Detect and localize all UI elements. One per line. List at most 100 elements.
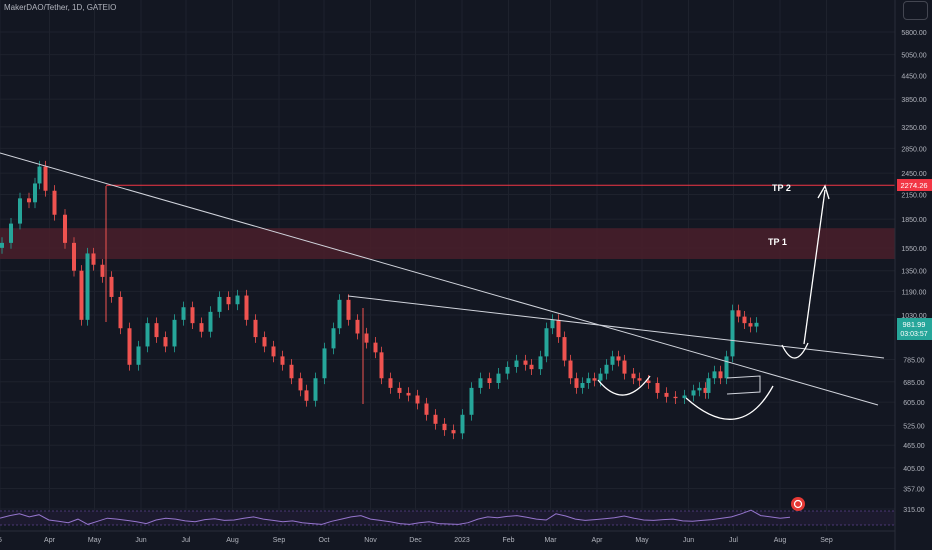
handle-box (726, 375, 761, 395)
candle-body (664, 392, 669, 397)
rsi-line (0, 509, 791, 525)
y-axis[interactable]: 5800.00 5050.00 4450.00 3850.00 3250.00 2850.… (894, 0, 927, 550)
candle-body (346, 299, 351, 320)
candle-body (469, 387, 474, 415)
candle-body (424, 403, 429, 415)
candle-body (33, 183, 37, 203)
candle-body (154, 323, 159, 338)
indicator-badge-icon[interactable] (791, 497, 805, 511)
candle-body (397, 387, 402, 393)
y-tick-label: 1350.00 (901, 269, 926, 276)
candle-body (487, 378, 492, 383)
candle-body (637, 378, 642, 381)
candle-body (622, 360, 627, 374)
candle-body (136, 346, 141, 365)
x-tick-label: Aug (774, 537, 787, 544)
candle-body (181, 307, 186, 320)
candle-body (37, 166, 42, 184)
candle-body (85, 253, 90, 320)
x-tick-label: Sep (273, 537, 286, 544)
candle-body (313, 378, 318, 401)
x-tick-label: Dec (409, 537, 422, 544)
candle-body (109, 276, 114, 297)
candle-body (631, 373, 636, 379)
candle-body (616, 356, 621, 361)
candle-body (199, 323, 204, 332)
cup-curve-small-left (597, 375, 651, 396)
candle-body (18, 198, 22, 224)
y-tick-label: 1550.00 (901, 246, 926, 253)
y-tick-label: 5050.00 (901, 53, 926, 60)
candle-body (646, 380, 651, 383)
candle-body (244, 295, 249, 320)
tp2-label: TP 2 (772, 183, 791, 193)
candle-body (712, 371, 717, 379)
candle-body (562, 337, 567, 361)
x-tick-label: May (635, 537, 649, 544)
candle-body (322, 348, 327, 379)
descending-trendline[interactable] (0, 152, 879, 406)
x-tick-label: Apr (44, 537, 56, 544)
y-tick-label: 685.00 (903, 380, 925, 387)
candle-body (298, 378, 303, 391)
settings-button[interactable] (903, 1, 928, 20)
y-tick-label: 465.00 (903, 443, 925, 450)
candle-body (337, 299, 342, 329)
candle-body (72, 242, 76, 271)
candle-body (523, 360, 528, 365)
y-tick-label: 4450.00 (901, 73, 926, 80)
candle-body (598, 373, 603, 381)
candle-body (691, 390, 696, 396)
candle-body (163, 337, 168, 347)
cup-curve-large (685, 385, 774, 420)
y-tick-label: 2450.00 (901, 171, 926, 178)
candle-body (406, 392, 411, 396)
candle-body (703, 387, 708, 393)
x-tick-label: Oct (319, 537, 330, 544)
x-tick-label: May (88, 537, 102, 544)
candle-body (673, 396, 678, 399)
candle-body (52, 190, 57, 215)
candle-body (91, 253, 96, 265)
candle-body (226, 296, 231, 305)
rsi-band (0, 511, 895, 525)
candle-body (754, 322, 759, 327)
projection-arrow (803, 189, 826, 345)
y-tick-label: 3850.00 (901, 97, 926, 104)
x-tick-label: Apr (592, 537, 604, 544)
tp2-price-tag: 2274.26 (897, 179, 932, 191)
candle-body (63, 214, 67, 243)
candle-body (331, 328, 336, 349)
y-tick-label: 1190.00 (902, 289, 927, 296)
candle-body (127, 328, 132, 365)
candle-body (529, 364, 534, 370)
candle-body (730, 310, 735, 357)
candle-body (145, 323, 150, 347)
candle-body (27, 198, 31, 203)
candle-body (496, 373, 501, 383)
candle-body (451, 430, 456, 434)
x-axis[interactable]: 5 Apr May Jun Jul Aug Sep Oct Nov Dec 2023 Feb Mar Ap… (0, 530, 895, 544)
candle-body (655, 382, 660, 393)
candle-body (538, 356, 543, 370)
tp2-price-value: 2274.26 (900, 181, 927, 190)
resistance-trendline[interactable] (347, 295, 885, 359)
candle-body (742, 316, 747, 324)
current-price-value: 981.99 (903, 320, 926, 329)
candle-body (280, 356, 285, 365)
x-tick-label: Mar (544, 537, 557, 544)
drawings (0, 152, 885, 420)
candle-body (682, 395, 687, 399)
tp1-label: TP 1 (768, 237, 787, 247)
candle-body (550, 319, 555, 329)
y-tick-label: 405.00 (903, 466, 925, 473)
x-tick-label: Aug (226, 537, 239, 544)
x-tick-label: Jun (683, 537, 694, 544)
y-tick-label: 1030.00 (901, 313, 926, 320)
current-price-tag: 981.99 03:03:57 (897, 318, 932, 340)
candle-body (724, 356, 729, 379)
x-tick-label: Jul (729, 537, 738, 544)
chart-title: MakerDAO/Tether, 1D, GATEIO (4, 3, 117, 12)
candle-body (592, 378, 597, 381)
